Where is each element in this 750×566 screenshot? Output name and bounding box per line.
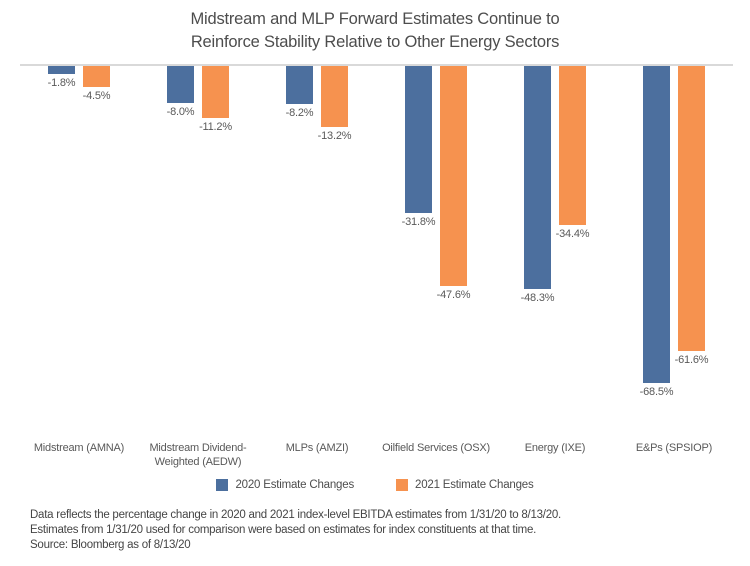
legend-swatch-2021 — [396, 479, 408, 491]
bar-2020-cat4 — [405, 66, 432, 214]
bar-2020-cat6 — [643, 66, 670, 383]
legend-swatch-2020 — [216, 479, 229, 491]
bar-value-label-2021-cat5: -34.4% — [555, 228, 590, 241]
footnote-line1: Data reflects the percentage change in 2… — [30, 509, 561, 521]
bar-value-label-2021-cat3: -13.2% — [317, 130, 352, 143]
chart-title-line2: Reinforce Stability Relative to Other En… — [190, 33, 560, 51]
category-label-cat5: Energy (IXE) — [524, 442, 586, 454]
category-label-cat6: E&Ps (SPSIOP) — [635, 442, 713, 454]
legend-label-2020: 2020 Estimate Changes — [235, 479, 354, 491]
bar-2020-cat2 — [167, 66, 194, 103]
category-label-cat3: MLPs (AMZI) — [285, 442, 349, 454]
bar-2020-cat1 — [48, 66, 75, 75]
legend: 2020 Estimate Changes 2021 Estimate Chan… — [0, 479, 750, 491]
legend-item-2020: 2020 Estimate Changes — [216, 479, 354, 491]
bar-2021-cat6 — [678, 66, 705, 351]
bar-2021-cat3 — [321, 66, 348, 127]
bar-value-label-2020-cat2: -8.0% — [166, 106, 195, 118]
bar-2021-cat4 — [440, 66, 467, 287]
bar-value-label-2021-cat1: -4.5% — [82, 89, 111, 102]
bar-2021-cat2 — [202, 66, 229, 118]
chart-title-line1: Midstream and MLP Forward Estimates Cont… — [190, 10, 560, 28]
bar-2020-cat5 — [524, 66, 551, 290]
bar-2021-cat5 — [559, 66, 586, 226]
bar-value-label-2021-cat2: -11.2% — [199, 120, 232, 133]
category-label-cat1: Midstream (AMNA) — [33, 442, 125, 454]
chart-title: Midstream and MLP Forward Estimates Cont… — [0, 8, 750, 54]
category-label-cat2: Midstream Dividend- Weighted (AEDW) — [149, 442, 247, 468]
bar-value-label-2021-cat4: -47.6% — [436, 289, 471, 302]
legend-label-2021: 2021 Estimate Changes — [415, 479, 534, 491]
footnote-line2: Estimates from 1/31/20 used for comparis… — [30, 524, 537, 536]
bar-2021-cat1 — [83, 66, 110, 87]
bar-value-label-2020-cat4: -31.8% — [401, 216, 436, 229]
bar-2020-cat3 — [286, 66, 313, 104]
bar-value-label-2020-cat1: -1.8% — [47, 77, 76, 90]
footnote: Data reflects the percentage change in 2… — [30, 508, 730, 553]
bar-value-label-2020-cat6: -68.5% — [639, 385, 674, 398]
footnote-line3: Source: Bloomberg as of 8/13/20 — [30, 539, 191, 551]
bar-value-label-2021-cat6: -61.6% — [674, 353, 709, 366]
bar-value-label-2020-cat5: -48.3% — [520, 292, 555, 305]
zero-axis-line — [20, 64, 733, 66]
bar-value-label-2020-cat3: -8.2% — [285, 106, 314, 119]
category-label-cat4: Oilfield Services (OSX) — [382, 442, 490, 454]
legend-item-2021: 2021 Estimate Changes — [396, 479, 534, 491]
